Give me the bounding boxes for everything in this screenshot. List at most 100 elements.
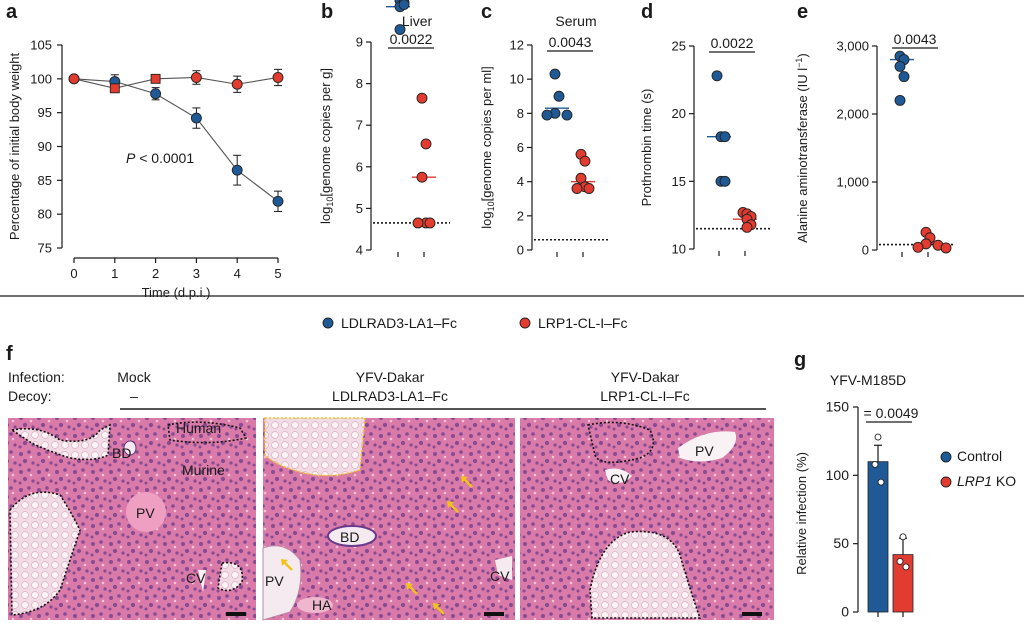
data-point-red [899,533,907,541]
data-point-red [190,72,202,83]
data-point-red [68,73,80,85]
y-axis-label-c: log10[genome copies per ml] [479,66,496,229]
yellow-arrowhead [406,583,413,590]
tissue-outline [9,491,81,616]
y-tick-label-c: 12 [510,38,524,53]
data-point-blue [898,71,910,83]
legend-marker-red [940,476,952,488]
x-tick-label-a: 0 [70,266,77,281]
panel-e: e 0 1,000 2,000 3,000 Alanine aminotransferas… [794,1,954,258]
image-label-pv: PV [136,505,155,521]
vessel-pv [262,545,302,621]
y-tick-label-b: 6 [356,159,363,174]
column-decoy-label: LDLRAD3-LA1–Fc [332,388,448,404]
data-point-blue [719,131,731,143]
y-tick-label-g: 50 [833,535,849,551]
vessel-bd [123,440,137,456]
panel-title-b: Liver [402,13,433,29]
data-point-red [231,78,243,90]
y-tick-label-b: 8 [356,76,363,91]
image-label-murine: Murine [182,462,225,478]
yellow-arrowhead [281,559,288,566]
data-point-red [571,183,583,194]
data-point-blue [874,433,882,441]
y-tick-label-c: 0 [517,243,524,258]
panel-label-d: d [641,1,653,23]
data-point-red [902,563,910,571]
data-point-red [272,72,284,83]
x-tick-label-a: 2 [152,266,159,281]
image-label-cv: CV [610,471,630,487]
y-tick-label-g: 0 [841,604,849,620]
column-decoy-label: LRP1-CL-I–Fc [600,388,689,404]
data-point-red [579,155,591,167]
series-line-blue [73,78,279,202]
vessel-cv [198,570,206,592]
legend-marker-red [519,317,531,329]
data-point-red [420,138,432,150]
legend-marker-blue [940,451,952,463]
image-label-cv: CV [490,568,510,584]
panel-b: b Liver 4 5 6 7 8 9 log10[genome copies per g] 0.… [318,0,450,258]
bar-blue [867,461,889,613]
data-point-red [416,171,428,183]
y-tick-label-e: 1,000 [836,175,869,190]
y-tick-label-d: 25 [672,39,686,54]
vessel-pv [678,431,737,462]
y-axis-label-d: Prothrombin time (s) [639,89,654,207]
y-tick-label-a: 85 [38,173,52,188]
y-tick-label-a: 90 [38,139,52,154]
panel-f-layer: f Infection: Decoy: Mock – YFV-Dakar LDLRAD3-L… [6,343,774,621]
data-point-blue [272,195,284,207]
data-point-blue [190,112,202,124]
p-value-b: 0.0022 [390,31,433,47]
data-point-blue [541,109,553,121]
panel-a: a 75 80 85 90 95 100 105 0 1 2 3 4 5 Time (d.p.i.) Perc… [6,1,284,300]
column-infection-label: Mock [117,369,151,385]
data-point-red [583,183,595,194]
data-point-blue [394,24,406,35]
data-point-blue [553,90,565,102]
x-tick-label-a: 1 [111,266,118,281]
panel-label-f: f [6,343,13,365]
y-tick-label-d: 20 [672,106,686,121]
data-point-blue [150,88,162,100]
image-label-cv: CV [186,570,206,586]
scale-bar [742,612,762,616]
annotation-a: P < 0.0001 [126,150,194,166]
data-point-red [412,217,424,229]
panel-d: d 10 15 20 25 Prothrombin time (s) 0.0022 [639,1,771,257]
p-value-g: = 0.0049 [864,405,919,421]
y-tick-label-d: 10 [672,242,686,257]
data-point-blue [711,70,723,82]
y-tick-label-e: 2,000 [836,107,869,122]
vessel-cv [495,556,512,580]
tissue-outline-yellow [264,417,366,477]
y-tick-label-b: 4 [356,243,363,258]
image-label-human: Human [176,420,221,436]
yellow-arrowhead [461,476,468,483]
y-tick-label-g: 100 [826,467,850,483]
y-tick-label-d: 15 [672,174,686,189]
y-tick-label-a: 105 [30,38,52,53]
y-tick-label-c: 4 [517,174,524,189]
vessel-cv [605,468,632,484]
y-tick-label-g: 150 [826,399,850,415]
p-value-e: 0.0043 [894,31,937,47]
tissue-outline [9,423,111,461]
x-tick-label-a: 3 [193,266,200,281]
y-tick-label-b: 9 [356,35,363,50]
tissue-outline [587,421,655,464]
tissue-outline [589,530,702,619]
data-point-blue [549,68,561,80]
data-point-red [896,557,904,565]
y-axis-label-b: log10[genome copies per g] [318,68,335,224]
panel-label-c: c [481,1,492,23]
data-point-red [940,242,952,254]
image-label-bd: BD [112,445,131,461]
data-point-blue [398,0,410,11]
row-label-infection: Infection: [8,369,65,385]
data-point-red [424,217,436,229]
